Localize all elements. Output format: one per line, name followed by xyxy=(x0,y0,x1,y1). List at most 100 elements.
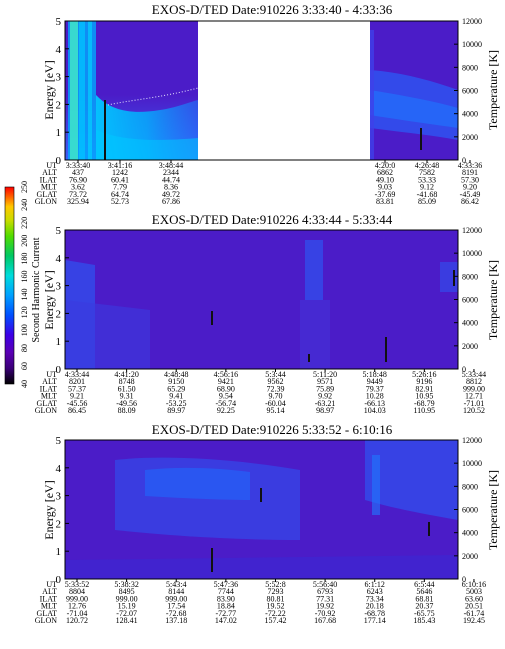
table-cell: 9571 xyxy=(317,377,333,386)
table-row-label: UT xyxy=(46,580,57,589)
colorbar-tick-label: 60 xyxy=(20,362,29,370)
table-cell: 83.90 xyxy=(217,594,235,603)
table-cell: 52.73 xyxy=(111,197,129,206)
table-cell: -72.22 xyxy=(265,609,286,618)
table-cell: -53.25 xyxy=(166,399,187,408)
table-cell: 75.89 xyxy=(316,384,334,393)
panel-1-y-ticks-right: 0 2000 4000 6000 8000 10000 12000 xyxy=(454,17,482,165)
table-row-label: ILAT xyxy=(40,175,57,184)
panel-3: EXOS-D/TED Date:910226 5:33:52 - 6:10:16… xyxy=(35,422,500,625)
table-cell: 6:1:12 xyxy=(364,580,384,589)
y-tick-label: 4 xyxy=(56,44,62,56)
table-cell: 3:48:44 xyxy=(159,161,183,170)
table-cell: -71.01 xyxy=(464,399,485,408)
table-cell: 9.70 xyxy=(268,392,282,401)
table-cell: 77.31 xyxy=(316,594,334,603)
table-row-label: GLAT xyxy=(37,609,58,618)
table-row-label: GLON xyxy=(35,197,57,206)
table-cell: 12.71 xyxy=(465,392,483,401)
colorbar-tick-label: 200 xyxy=(20,235,29,247)
table-cell: 999.00 xyxy=(463,384,485,393)
table-cell: 5:52:8 xyxy=(265,580,285,589)
table-cell: 60.41 xyxy=(111,175,129,184)
table-cell: -45.56 xyxy=(67,399,88,408)
table-cell: 147.02 xyxy=(215,616,237,625)
table-row-label: MLT xyxy=(41,183,57,192)
table-cell: 4:41:20 xyxy=(114,370,138,379)
panel-3-ylabel-right: Temperature [K] xyxy=(486,470,500,550)
panel-3-y-ticks: 0 1 2 3 4 5 xyxy=(56,435,69,586)
table-row-label: ALT xyxy=(42,377,57,386)
table-row-label: GLON xyxy=(35,616,57,625)
table-cell: -41.68 xyxy=(417,190,438,199)
table-row-label: ILAT xyxy=(40,594,57,603)
y-tick-label: 2 xyxy=(56,308,62,320)
table-cell: 92.25 xyxy=(217,406,235,415)
table-cell: 120.72 xyxy=(66,616,88,625)
table-row-label: ALT xyxy=(42,587,57,596)
y-right-tick-label: 0 xyxy=(462,365,466,374)
table-cell: 73.72 xyxy=(69,190,87,199)
table-cell: 88.09 xyxy=(118,406,136,415)
table-cell: -65.75 xyxy=(414,609,435,618)
panel-1-spectrogram xyxy=(65,21,458,160)
table-row-label: UT xyxy=(46,161,57,170)
y-right-tick-label: 12000 xyxy=(462,226,482,235)
y-right-tick-label: 10000 xyxy=(462,459,482,468)
table-row-label: GLON xyxy=(35,406,57,415)
table-cell: -72.68 xyxy=(166,609,187,618)
table-cell: 49.10 xyxy=(376,175,394,184)
y-tick-label: 3 xyxy=(56,491,62,503)
table-cell: 999.00 xyxy=(165,594,187,603)
table-row-label: ILAT xyxy=(40,384,57,393)
table-cell: 9.31 xyxy=(120,392,134,401)
table-cell: 9.21 xyxy=(70,392,84,401)
table-cell: 4:20:0 xyxy=(375,161,395,170)
y-tick-label: 4 xyxy=(56,463,62,475)
table-cell: 73.34 xyxy=(366,594,384,603)
y-tick-label: 5 xyxy=(56,16,62,28)
table-cell: 110.95 xyxy=(413,406,435,415)
table-cell: -66.13 xyxy=(364,399,385,408)
panel-2-spectrogram xyxy=(65,230,458,369)
table-cell: 89.97 xyxy=(167,406,185,415)
y-right-tick-label: 6000 xyxy=(462,506,478,515)
table-cell: 157.42 xyxy=(264,616,286,625)
panel-3-orbit-table: UTALTILATMLTGLATGLON5:33:528804999.0012.… xyxy=(35,579,486,625)
table-cell: 185.43 xyxy=(413,616,435,625)
table-cell: 8748 xyxy=(119,377,135,386)
table-cell: 9.92 xyxy=(318,392,332,401)
table-cell: 68.90 xyxy=(217,384,235,393)
y-right-tick-label: 2000 xyxy=(462,133,478,142)
y-tick-label: 1 xyxy=(56,546,62,558)
table-cell: 9196 xyxy=(416,377,432,386)
table-cell: 4:48:48 xyxy=(164,370,188,379)
y-right-tick-label: 2000 xyxy=(462,342,478,351)
table-cell: 9.03 xyxy=(378,183,392,192)
y-right-tick-label: 4000 xyxy=(462,110,478,119)
table-cell: 79.37 xyxy=(366,384,384,393)
colorbar-label: Second Harmonic Current xyxy=(31,237,42,342)
table-cell: 7.79 xyxy=(113,183,127,192)
table-row-label: UT xyxy=(46,370,57,379)
table-cell: 6793 xyxy=(317,587,333,596)
colorbar-scale xyxy=(4,186,15,385)
colorbar: 40 60 80 100 120 140 160 180 200 220 240 250 Second… xyxy=(4,181,42,388)
table-cell: 64.74 xyxy=(111,190,129,199)
table-cell: -61.74 xyxy=(464,609,485,618)
table-cell: 167.68 xyxy=(314,616,336,625)
table-cell: 95.14 xyxy=(266,406,284,415)
table-cell: 9.41 xyxy=(169,392,183,401)
y-tick-label: 3 xyxy=(56,281,62,293)
y-tick-label: 4 xyxy=(56,253,62,265)
table-row-label: ALT xyxy=(42,168,57,177)
table-cell: 20.37 xyxy=(415,602,433,611)
colorbar-tick-label: 80 xyxy=(20,344,29,352)
y-right-tick-label: 4000 xyxy=(462,529,478,538)
table-cell: 137.18 xyxy=(165,616,187,625)
y-tick-label: 0 xyxy=(56,364,62,376)
panel-1-orbit-table: UTALTILATMLTGLATGLON3:33:4043776.903.627… xyxy=(35,160,482,206)
table-cell: 19.92 xyxy=(316,602,334,611)
table-cell: 6:5:44 xyxy=(414,580,434,589)
table-cell: 325.94 xyxy=(67,197,89,206)
